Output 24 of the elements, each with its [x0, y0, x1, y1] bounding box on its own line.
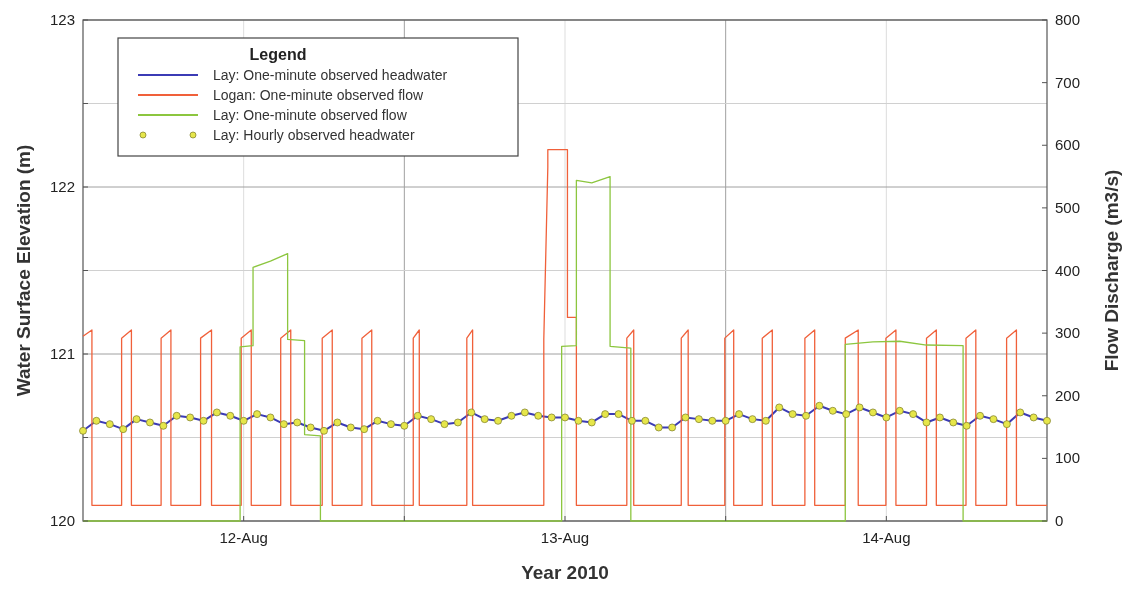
y-tick-label: 120 — [49, 512, 75, 529]
x-tick-label: 12-Aug — [219, 529, 268, 546]
y2-tick-label: 0 — [1055, 512, 1064, 529]
legend-label: Lay: One-minute observed flow — [213, 107, 408, 123]
y2-tick-label: 400 — [1055, 261, 1081, 279]
legend-label: Lay: Hourly observed headwater — [213, 127, 415, 143]
y-tick-label: 123 — [49, 11, 75, 28]
y2-tick-label: 800 — [1055, 11, 1081, 28]
y2-axis-title: Flow Discharge (m3/s) — [1101, 169, 1122, 372]
legend-label: Logan: One-minute observed flow — [213, 87, 425, 103]
y2-tick-label: 200 — [1055, 386, 1081, 404]
legend-title: Legend — [249, 46, 307, 63]
y-tick-label: 121 — [49, 345, 75, 362]
y2-tick-label: 700 — [1055, 73, 1081, 91]
y-axis-title: Water Surface Elevation (m) — [13, 144, 34, 397]
legend-label: Lay: One-minute observed headwater — [213, 67, 448, 83]
x-tick-label: 14-Aug — [862, 529, 911, 546]
x-axis-title: Year 2010 — [521, 562, 609, 583]
y2-tick-label: 100 — [1055, 449, 1081, 467]
y-tick-label: 122 — [49, 178, 75, 195]
y2-tick-label: 300 — [1055, 324, 1081, 342]
y2-tick-label: 600 — [1055, 136, 1081, 154]
x-tick-label: 13-Aug — [540, 529, 590, 546]
y2-tick-label: 500 — [1055, 198, 1081, 216]
